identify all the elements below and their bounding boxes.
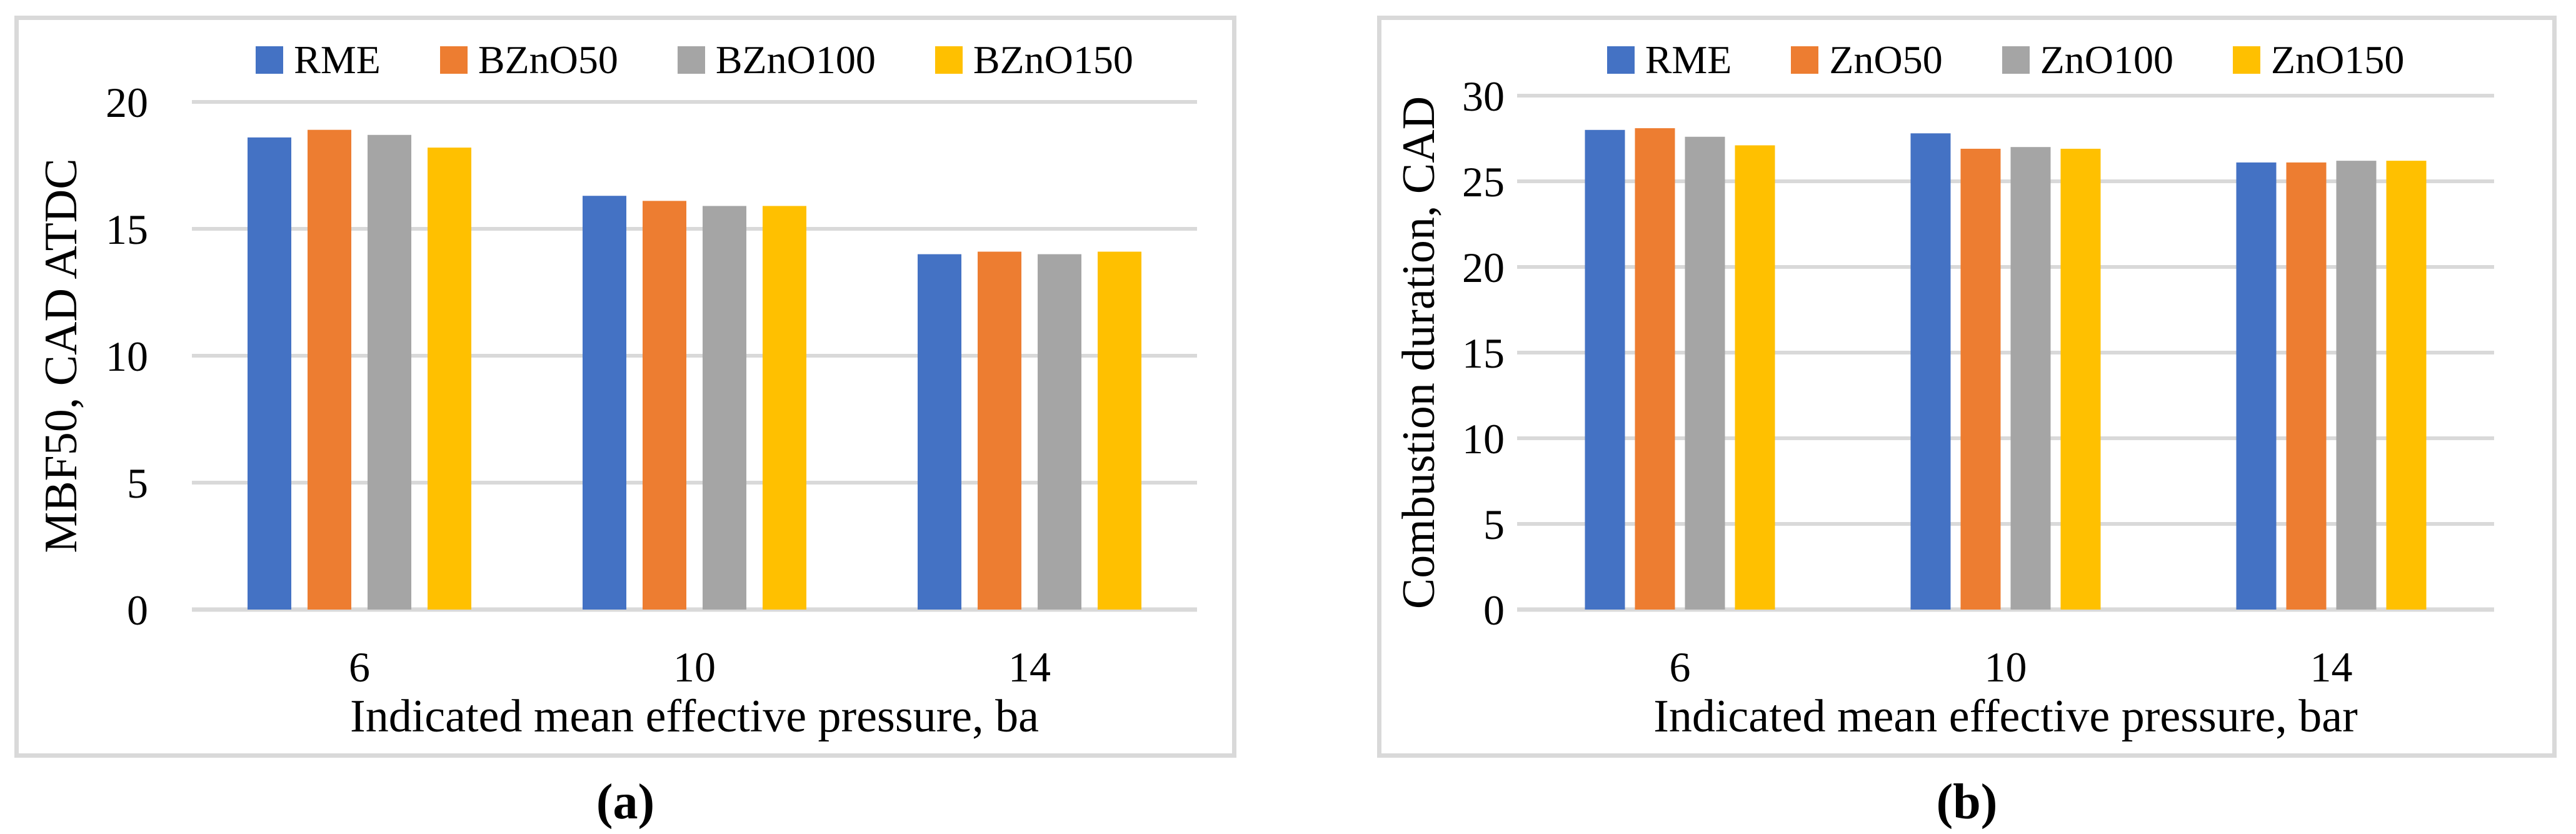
x-tick-label-10: 10	[1985, 643, 2027, 691]
bar-BZnO50-14	[978, 251, 1021, 610]
y-axis-title-b: Combustion duration, CAD	[1393, 96, 1445, 610]
bar-BZnO100-6	[368, 134, 411, 610]
bar-BZnO100-10	[703, 206, 746, 610]
legend-item-bzno100: BZnO100	[677, 38, 876, 82]
legend-item-zno150: ZnO150	[2233, 40, 2404, 80]
y-tick-label-10: 10	[1462, 415, 1505, 463]
y-tick-label-30: 30	[1462, 73, 1505, 120]
caption-b: (b)	[1936, 775, 1998, 830]
legend-swatch-zno100	[2002, 46, 2030, 74]
bar-ZnO50-14	[2286, 162, 2327, 610]
x-tick-label-14: 14	[2310, 643, 2353, 691]
legend-item-rme: RME	[256, 40, 381, 80]
caption-a: (a)	[596, 775, 655, 830]
legend-swatch-bzno150	[935, 46, 963, 74]
y-tick-label-0: 0	[1483, 586, 1505, 634]
chart-panel-b: 0 5 10 15 20 25 30 6 10 14 RME ZnO50 ZnO100 ZnO150 C…	[1377, 16, 2557, 758]
bar-BZnO150-6	[428, 148, 471, 610]
bar-ZnO150-6	[1735, 145, 1775, 610]
bar-BZnO150-10	[763, 206, 806, 610]
legend-item-bzno50: BZnO50	[439, 38, 618, 82]
bar-RME-6	[1585, 129, 1625, 610]
chart-panel-a: 0 5 10 15 20 6 10 14 RME BZnO50 BZnO100 BZnO150 MB…	[14, 16, 1236, 758]
bar-RME-14	[918, 254, 961, 610]
bar-BZnO150-14	[1098, 251, 1141, 610]
bar-ZnO50-6	[1635, 128, 1675, 610]
y-tick-label-15: 15	[1462, 329, 1505, 377]
y-tick-label-5: 5	[1483, 501, 1505, 548]
legend-label-rme: RME	[294, 38, 381, 82]
x-axis-title-b: Indicated mean effective pressure, bar	[1653, 691, 2358, 742]
y-tick-label-15: 15	[106, 206, 148, 253]
bar-RME-14	[2236, 162, 2277, 610]
x-tick-label-10: 10	[673, 643, 716, 691]
bar-ZnO100-14	[2336, 161, 2377, 610]
legend-swatch-rme	[1606, 46, 1635, 74]
y-tick-label-0: 0	[127, 586, 148, 634]
bar-RME-6	[248, 137, 291, 610]
legend-label-zno50: ZnO50	[1829, 38, 1943, 82]
legend-swatch-rme	[256, 46, 284, 74]
legend-label-rme: RME	[1645, 38, 1732, 82]
bar-ZnO100-6	[1685, 136, 1725, 610]
legend-a: RME BZnO50 BZnO100 BZnO150	[192, 40, 1197, 80]
x-axis-title-a: Indicated mean effective pressure, ba	[350, 691, 1039, 742]
y-tick-label-5: 5	[127, 460, 148, 507]
legend-b: RME ZnO50 ZnO100 ZnO150	[1517, 40, 2494, 80]
legend-label-zno150: ZnO150	[2271, 38, 2405, 82]
legend-swatch-zno50	[1791, 46, 1819, 74]
y-tick-label-25: 25	[1462, 158, 1505, 206]
chart-canvas-a: 0 5 10 15 20 6 10 14	[106, 79, 1197, 691]
bar-ZnO100-10	[2010, 147, 2051, 610]
legend-swatch-zno150	[2233, 46, 2260, 74]
legend-item-bzno150: BZnO150	[935, 40, 1133, 80]
chart-canvas-b: 0 5 10 15 20 25 30 6 10 14	[1462, 73, 2494, 691]
bar-RME-10	[1910, 133, 1951, 610]
legend-swatch-bzno100	[677, 46, 705, 74]
legend-item-zno100: ZnO100	[2002, 40, 2173, 80]
y-tick-label-10: 10	[106, 333, 148, 380]
legend-label-bzno50: BZnO50	[478, 38, 618, 82]
x-tick-label-6: 6	[1670, 643, 1691, 691]
legend-label-bzno150: BZnO150	[973, 38, 1133, 82]
y-tick-label-20: 20	[106, 79, 148, 126]
legend-item-zno50: ZnO50	[1791, 38, 1943, 82]
legend-swatch-bzno50	[439, 46, 468, 74]
y-axis-title-a: MBF50, CAD ATDC	[36, 158, 87, 553]
legend-item-rme: RME	[1606, 38, 1732, 82]
bar-BZnO50-6	[308, 129, 351, 610]
bar-BZnO100-14	[1038, 254, 1081, 610]
legend-label-zno100: ZnO100	[2040, 38, 2173, 82]
legend-label-bzno100: BZnO100	[715, 38, 876, 82]
bar-BZnO50-10	[643, 201, 686, 610]
y-tick-label-20: 20	[1462, 244, 1505, 291]
x-tick-label-6: 6	[349, 643, 370, 691]
bar-ZnO150-10	[2060, 148, 2101, 610]
bar-ZnO50-10	[1960, 148, 2001, 610]
bar-RME-10	[583, 196, 626, 610]
bar-ZnO150-14	[2386, 161, 2427, 610]
x-tick-label-14: 14	[1008, 643, 1051, 691]
